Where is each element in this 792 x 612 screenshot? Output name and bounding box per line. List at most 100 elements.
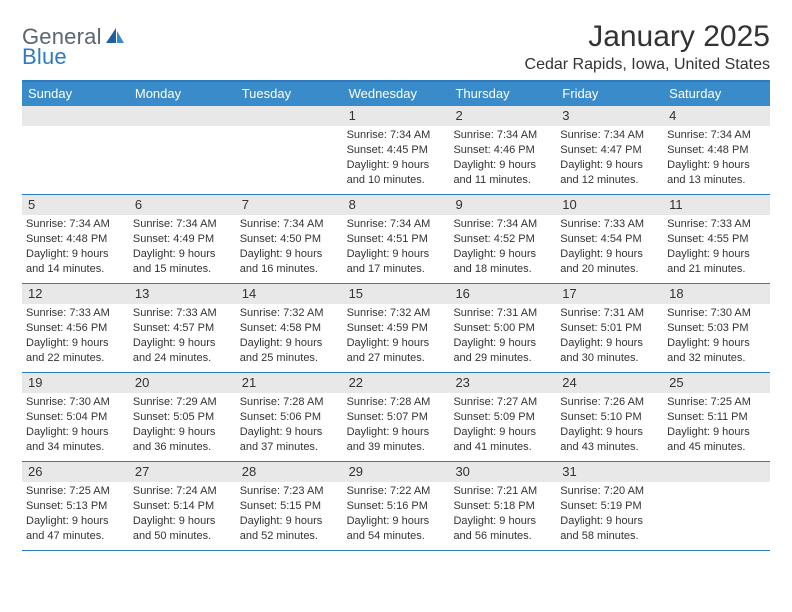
day-detail-line: Sunrise: 7:30 AM: [26, 395, 125, 410]
day-cell: 21Sunrise: 7:28 AMSunset: 5:06 PMDayligh…: [236, 373, 343, 461]
day-details: Sunrise: 7:23 AMSunset: 5:15 PMDaylight:…: [236, 482, 343, 547]
day-detail-line: and 34 minutes.: [26, 440, 125, 455]
day-cell: 14Sunrise: 7:32 AMSunset: 4:58 PMDayligh…: [236, 284, 343, 372]
day-number: 27: [129, 462, 236, 482]
day-details: Sunrise: 7:34 AMSunset: 4:50 PMDaylight:…: [236, 215, 343, 280]
day-detail-line: Sunrise: 7:26 AM: [560, 395, 659, 410]
day-cell: 30Sunrise: 7:21 AMSunset: 5:18 PMDayligh…: [449, 462, 556, 550]
day-detail-line: and 47 minutes.: [26, 529, 125, 544]
day-detail-line: Sunrise: 7:28 AM: [240, 395, 339, 410]
day-detail-line: and 58 minutes.: [560, 529, 659, 544]
day-detail-line: Daylight: 9 hours: [347, 247, 446, 262]
day-details: Sunrise: 7:26 AMSunset: 5:10 PMDaylight:…: [556, 393, 663, 458]
day-details: Sunrise: 7:34 AMSunset: 4:49 PMDaylight:…: [129, 215, 236, 280]
day-detail-line: Sunrise: 7:27 AM: [453, 395, 552, 410]
day-detail-line: and 56 minutes.: [453, 529, 552, 544]
day-cell: 18Sunrise: 7:30 AMSunset: 5:03 PMDayligh…: [663, 284, 770, 372]
day-detail-line: Daylight: 9 hours: [133, 514, 232, 529]
day-detail-line: and 10 minutes.: [347, 173, 446, 188]
day-details: Sunrise: 7:34 AMSunset: 4:48 PMDaylight:…: [663, 126, 770, 191]
day-detail-line: Sunset: 5:09 PM: [453, 410, 552, 425]
day-cell: 3Sunrise: 7:34 AMSunset: 4:47 PMDaylight…: [556, 106, 663, 194]
day-details: Sunrise: 7:31 AMSunset: 5:00 PMDaylight:…: [449, 304, 556, 369]
day-detail-line: Sunrise: 7:32 AM: [240, 306, 339, 321]
day-detail-line: and 16 minutes.: [240, 262, 339, 277]
day-detail-line: Sunrise: 7:34 AM: [560, 128, 659, 143]
day-number: 26: [22, 462, 129, 482]
day-detail-line: and 20 minutes.: [560, 262, 659, 277]
day-details: Sunrise: 7:31 AMSunset: 5:01 PMDaylight:…: [556, 304, 663, 369]
day-detail-line: Daylight: 9 hours: [26, 336, 125, 351]
day-cell: 24Sunrise: 7:26 AMSunset: 5:10 PMDayligh…: [556, 373, 663, 461]
day-details: Sunrise: 7:25 AMSunset: 5:11 PMDaylight:…: [663, 393, 770, 458]
day-number: 30: [449, 462, 556, 482]
day-detail-line: Daylight: 9 hours: [26, 425, 125, 440]
day-cell: 25Sunrise: 7:25 AMSunset: 5:11 PMDayligh…: [663, 373, 770, 461]
day-detail-line: and 18 minutes.: [453, 262, 552, 277]
day-detail-line: and 45 minutes.: [667, 440, 766, 455]
day-cell: 5Sunrise: 7:34 AMSunset: 4:48 PMDaylight…: [22, 195, 129, 283]
day-number: 21: [236, 373, 343, 393]
week-row: 12Sunrise: 7:33 AMSunset: 4:56 PMDayligh…: [22, 284, 770, 373]
day-detail-line: Sunset: 5:05 PM: [133, 410, 232, 425]
day-detail-line: and 25 minutes.: [240, 351, 339, 366]
day-detail-line: Daylight: 9 hours: [347, 514, 446, 529]
day-detail-line: Daylight: 9 hours: [240, 514, 339, 529]
day-number: 3: [556, 106, 663, 126]
day-number: 20: [129, 373, 236, 393]
day-details: Sunrise: 7:33 AMSunset: 4:55 PMDaylight:…: [663, 215, 770, 280]
day-cell: 4Sunrise: 7:34 AMSunset: 4:48 PMDaylight…: [663, 106, 770, 194]
day-detail-line: and 21 minutes.: [667, 262, 766, 277]
day-detail-line: Sunset: 5:16 PM: [347, 499, 446, 514]
day-number: 28: [236, 462, 343, 482]
day-number: 16: [449, 284, 556, 304]
day-detail-line: Sunset: 4:56 PM: [26, 321, 125, 336]
day-detail-line: Sunset: 5:11 PM: [667, 410, 766, 425]
day-detail-line: Daylight: 9 hours: [453, 158, 552, 173]
day-detail-line: and 13 minutes.: [667, 173, 766, 188]
title-block: January 2025 Cedar Rapids, Iowa, United …: [525, 20, 770, 74]
day-cell: 9Sunrise: 7:34 AMSunset: 4:52 PMDaylight…: [449, 195, 556, 283]
day-detail-line: Sunset: 4:52 PM: [453, 232, 552, 247]
day-detail-line: Sunrise: 7:34 AM: [453, 128, 552, 143]
day-detail-line: Daylight: 9 hours: [347, 158, 446, 173]
day-details: Sunrise: 7:34 AMSunset: 4:46 PMDaylight:…: [449, 126, 556, 191]
day-detail-line: and 12 minutes.: [560, 173, 659, 188]
weekday-header: Sunday: [22, 82, 129, 106]
day-detail-line: Daylight: 9 hours: [453, 514, 552, 529]
day-detail-line: and 54 minutes.: [347, 529, 446, 544]
day-number: 7: [236, 195, 343, 215]
weekday-header: Monday: [129, 82, 236, 106]
day-details: Sunrise: 7:32 AMSunset: 4:58 PMDaylight:…: [236, 304, 343, 369]
day-detail-line: Sunrise: 7:23 AM: [240, 484, 339, 499]
day-detail-line: Sunrise: 7:34 AM: [26, 217, 125, 232]
day-detail-line: Sunrise: 7:34 AM: [347, 128, 446, 143]
weekday-header: Friday: [556, 82, 663, 106]
weekday-header: Tuesday: [236, 82, 343, 106]
day-detail-line: Sunrise: 7:25 AM: [667, 395, 766, 410]
day-detail-line: Sunrise: 7:30 AM: [667, 306, 766, 321]
day-detail-line: Sunset: 5:01 PM: [560, 321, 659, 336]
day-cell: 31Sunrise: 7:20 AMSunset: 5:19 PMDayligh…: [556, 462, 663, 550]
calendar-grid: Sunday Monday Tuesday Wednesday Thursday…: [22, 80, 770, 551]
day-detail-line: and 37 minutes.: [240, 440, 339, 455]
day-number: 13: [129, 284, 236, 304]
day-detail-line: and 41 minutes.: [453, 440, 552, 455]
day-detail-line: and 36 minutes.: [133, 440, 232, 455]
day-detail-line: Sunrise: 7:33 AM: [133, 306, 232, 321]
day-cell: 23Sunrise: 7:27 AMSunset: 5:09 PMDayligh…: [449, 373, 556, 461]
day-detail-line: and 14 minutes.: [26, 262, 125, 277]
day-number: 31: [556, 462, 663, 482]
day-cell: [236, 106, 343, 194]
day-details: Sunrise: 7:34 AMSunset: 4:52 PMDaylight:…: [449, 215, 556, 280]
day-detail-line: Sunrise: 7:34 AM: [133, 217, 232, 232]
day-detail-line: Daylight: 9 hours: [240, 425, 339, 440]
day-detail-line: Sunrise: 7:28 AM: [347, 395, 446, 410]
day-detail-line: Sunset: 4:48 PM: [667, 143, 766, 158]
day-detail-line: and 17 minutes.: [347, 262, 446, 277]
day-detail-line: Daylight: 9 hours: [26, 514, 125, 529]
day-detail-line: Daylight: 9 hours: [240, 247, 339, 262]
day-details: Sunrise: 7:32 AMSunset: 4:59 PMDaylight:…: [343, 304, 450, 369]
day-cell: 2Sunrise: 7:34 AMSunset: 4:46 PMDaylight…: [449, 106, 556, 194]
day-number: 25: [663, 373, 770, 393]
